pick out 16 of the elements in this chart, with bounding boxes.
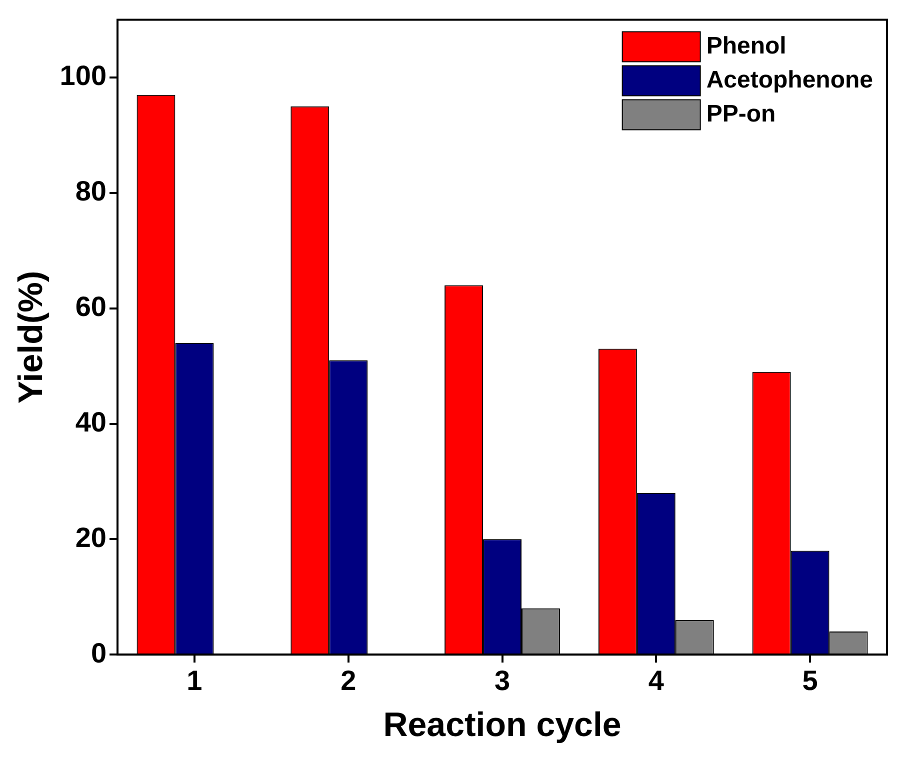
- y-tick-label: 80: [75, 176, 107, 207]
- legend-label: Acetophenone: [706, 66, 874, 94]
- x-tick-label: 5: [802, 665, 818, 696]
- y-tick-label: 20: [75, 522, 107, 553]
- y-tick-label: 40: [75, 406, 107, 438]
- y-tick-label: 100: [60, 60, 107, 92]
- x-tick-label: 4: [648, 665, 664, 696]
- x-tick-label: 1: [186, 665, 202, 696]
- legend-label: PP-on: [706, 100, 776, 128]
- x-tick-label: 2: [340, 665, 356, 696]
- x-axis-title: Reaction cycle: [383, 706, 622, 744]
- legend-label: Phenol: [706, 32, 786, 60]
- y-axis-title: Yield(%): [12, 270, 50, 404]
- y-tick-label: 0: [90, 637, 107, 668]
- x-tick-label: 3: [494, 665, 510, 696]
- y-tick-label: 60: [75, 291, 107, 322]
